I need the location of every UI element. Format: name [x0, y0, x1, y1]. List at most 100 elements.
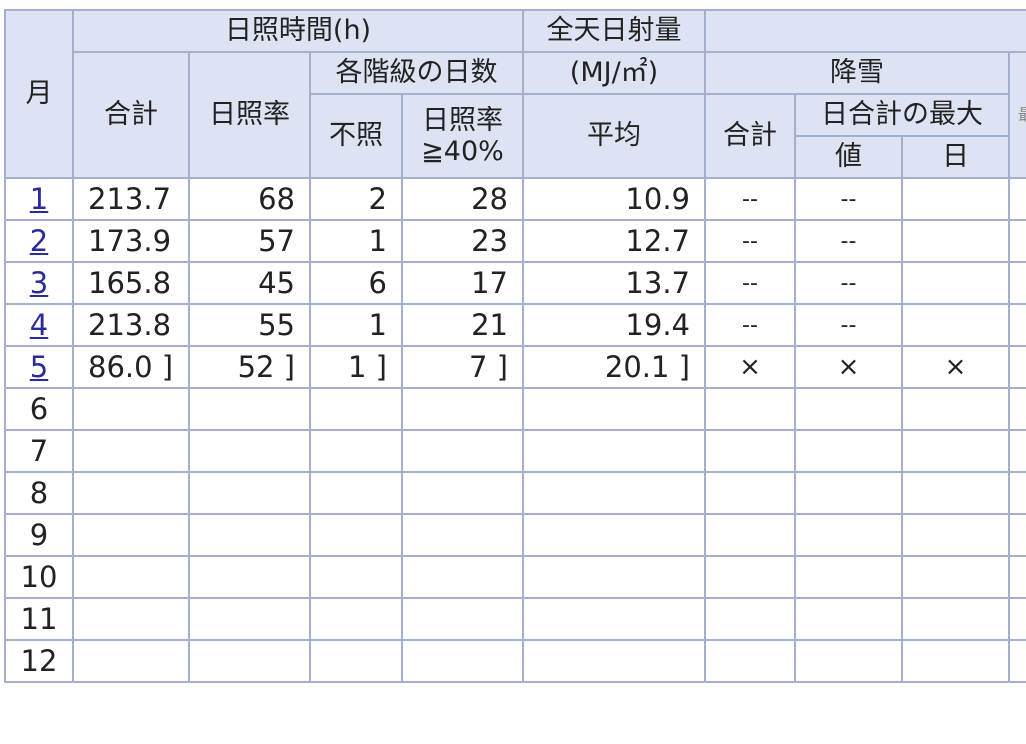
header-sunshine-rate: 日照率 [188, 51, 311, 179]
month-link[interactable]: 5 [29, 350, 49, 384]
month-link[interactable]: 3 [29, 266, 49, 300]
sunshine-rate-cell: 55 [188, 303, 311, 347]
sunshine-rate-cell [188, 387, 311, 431]
rate-ge40-days-cell: 28 [401, 177, 524, 221]
header-snow-total: 合計 [704, 93, 796, 179]
snow-max-value-cell: × [794, 345, 903, 389]
rate-ge40-days-cell: 23 [401, 219, 524, 263]
cut-off-cell [1008, 513, 1026, 557]
header-blank-top [704, 9, 1026, 53]
header-radiation-average: 平均 [522, 93, 706, 179]
table-row: 7 [4, 429, 1026, 473]
table-row: 1 213.7 68 2 28 10.9 -- -- [4, 177, 1026, 221]
table-row: 10 [4, 555, 1026, 599]
snow-max-day-cell [901, 471, 1010, 515]
radiation-average-cell: 13.7 [522, 261, 706, 305]
month-cell[interactable]: 4 [4, 303, 74, 347]
no-sunshine-days-cell [309, 555, 403, 599]
month-cell: 12 [4, 639, 74, 683]
snow-max-value-cell: -- [794, 303, 903, 347]
radiation-average-cell: 12.7 [522, 219, 706, 263]
rate-ge40-days-cell [401, 597, 524, 641]
month-link[interactable]: 2 [29, 224, 49, 258]
sunshine-rate-cell [188, 513, 311, 557]
sunshine-rate-cell: 45 [188, 261, 311, 305]
header-max-day: 日 [901, 135, 1010, 179]
sunshine-rate-cell [188, 471, 311, 515]
month-cell[interactable]: 1 [4, 177, 74, 221]
rate-ge40-days-cell [401, 471, 524, 515]
sunshine-rate-cell: 52 ] [188, 345, 311, 389]
snow-max-value-cell [794, 429, 903, 473]
month-link[interactable]: 1 [29, 182, 49, 216]
rate-ge40-days-cell [401, 387, 524, 431]
table-row: 4 213.8 55 1 21 19.4 -- -- [4, 303, 1026, 347]
month-cell: 10 [4, 555, 74, 599]
cut-off-cell [1008, 177, 1026, 221]
month-label: 12 [20, 644, 58, 678]
table-row: 9 [4, 513, 1026, 557]
cut-off-cell [1008, 261, 1026, 305]
cut-off-cell [1008, 429, 1026, 473]
radiation-average-cell: 19.4 [522, 303, 706, 347]
radiation-average-cell [522, 555, 706, 599]
snow-total-cell: -- [704, 219, 796, 263]
radiation-average-cell [522, 471, 706, 515]
month-cell: 9 [4, 513, 74, 557]
snow-max-day-cell [901, 429, 1010, 473]
no-sunshine-days-cell [309, 513, 403, 557]
sunshine-total-cell [72, 513, 190, 557]
radiation-average-cell [522, 429, 706, 473]
month-label: 9 [29, 518, 49, 552]
table-row: 12 [4, 639, 1026, 683]
month-cell: 8 [4, 471, 74, 515]
rate-ge40-days-cell [401, 555, 524, 599]
header-sunshine-total: 合計 [72, 51, 190, 179]
table-row: 8 [4, 471, 1026, 515]
snow-total-cell: -- [704, 303, 796, 347]
snow-max-value-cell: -- [794, 261, 903, 305]
sunshine-rate-cell [188, 429, 311, 473]
cut-off-cell [1008, 345, 1026, 389]
rate-ge40-days-cell: 21 [401, 303, 524, 347]
snow-max-value-cell [794, 471, 903, 515]
header-snowfall: 降雪 [704, 51, 1010, 95]
table-row: 2 173.9 57 1 23 12.7 -- -- [4, 219, 1026, 263]
month-label: 10 [20, 560, 58, 594]
header-no-sunshine: 不照 [309, 93, 403, 179]
snow-total-cell [704, 639, 796, 683]
month-link[interactable]: 4 [29, 308, 49, 342]
snow-total-cell [704, 471, 796, 515]
rate-ge40-days-cell [401, 513, 524, 557]
rate-ge40-days-cell [401, 429, 524, 473]
no-sunshine-days-cell [309, 639, 403, 683]
radiation-average-cell: 20.1 ] [522, 345, 706, 389]
sunshine-total-cell [72, 639, 190, 683]
no-sunshine-days-cell: 2 [309, 177, 403, 221]
radiation-average-cell [522, 513, 706, 557]
header-radiation-title: 全天日射量 [522, 9, 706, 53]
snow-max-day-cell [901, 639, 1010, 683]
table-row: 5 86.0 ] 52 ] 1 ] 7 ] 20.1 ] × × × [4, 345, 1026, 389]
month-cell[interactable]: 5 [4, 345, 74, 389]
snow-total-cell: -- [704, 177, 796, 221]
rate-ge40-days-cell: 7 ] [401, 345, 524, 389]
sunshine-total-cell: 213.7 [72, 177, 190, 221]
cut-off-cell [1008, 219, 1026, 263]
no-sunshine-days-cell: 6 [309, 261, 403, 305]
snow-total-cell [704, 597, 796, 641]
sunshine-total-cell [72, 471, 190, 515]
month-label: 6 [29, 392, 49, 426]
snow-max-value-cell: -- [794, 177, 903, 221]
snow-max-day-cell [901, 555, 1010, 599]
no-sunshine-days-cell [309, 387, 403, 431]
month-cell: 6 [4, 387, 74, 431]
sunshine-rate-cell: 57 [188, 219, 311, 263]
month-label: 11 [20, 602, 58, 636]
header-radiation-unit: (MJ/㎡) [522, 51, 706, 95]
cut-off-cell [1008, 387, 1026, 431]
sunshine-rate-cell [188, 597, 311, 641]
month-cell[interactable]: 2 [4, 219, 74, 263]
month-cell[interactable]: 3 [4, 261, 74, 305]
sunshine-total-cell: 173.9 [72, 219, 190, 263]
